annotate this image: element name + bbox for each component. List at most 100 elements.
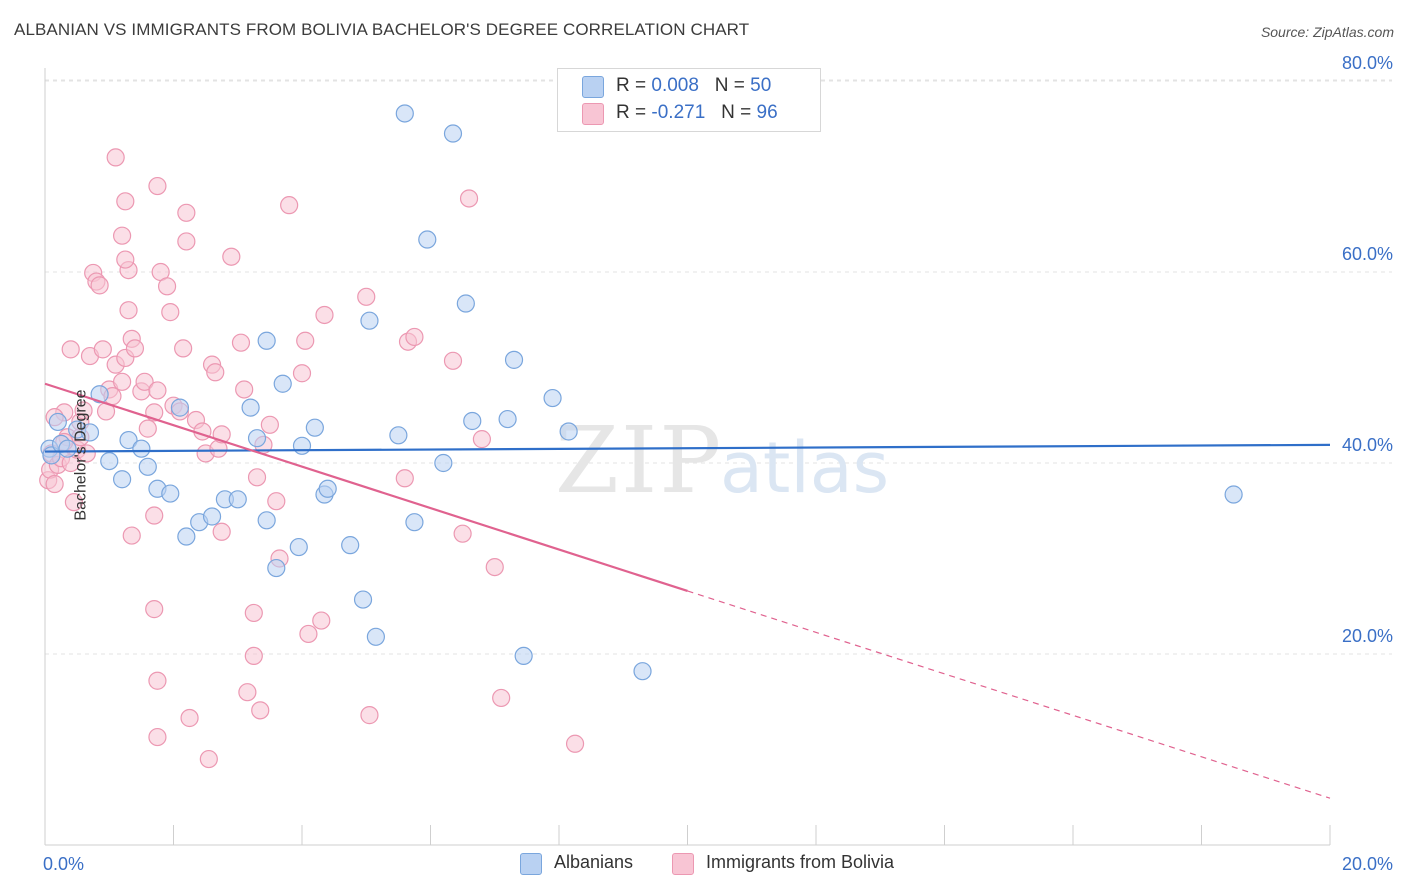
albanian-point xyxy=(360,311,379,330)
source-credit: Source: ZipAtlas.com xyxy=(1260,24,1394,40)
bolivia-point xyxy=(116,192,135,211)
bolivia-point xyxy=(74,401,93,420)
bolivia-point xyxy=(148,176,167,196)
bolivia-point xyxy=(472,430,491,449)
albanian-point xyxy=(405,513,424,532)
bolivia-point xyxy=(260,415,279,434)
bolivia-point xyxy=(148,381,167,400)
watermark-atlas: atlas xyxy=(720,427,889,509)
albanian-point xyxy=(170,398,190,417)
albanian-point xyxy=(292,436,312,455)
bolivia-point xyxy=(180,708,199,728)
watermark: ZIP atlas xyxy=(555,407,889,514)
bolivia-point xyxy=(296,331,315,350)
albanian-point xyxy=(58,439,77,458)
albanian-point xyxy=(48,412,67,432)
trend-layer xyxy=(44,382,1331,799)
albanian-point xyxy=(418,230,437,249)
albanian-point xyxy=(202,507,222,526)
bolivia-point xyxy=(45,474,64,494)
tick-label-layer: 20.0% 40.0% 60.0% 80.0% 0.0% 20.0% xyxy=(43,53,1393,874)
albanian-point xyxy=(498,409,517,429)
bolivia-point xyxy=(222,247,241,266)
albanian-point xyxy=(228,490,247,509)
albanian-point xyxy=(100,451,119,471)
bolivia-point xyxy=(453,524,472,543)
bolivia-point xyxy=(357,287,376,306)
bolivia-point xyxy=(125,339,145,358)
points-layer xyxy=(39,104,1243,769)
bolivia-point xyxy=(112,372,132,391)
bolivia-point xyxy=(145,600,164,619)
bolivia-point xyxy=(148,727,167,747)
albanian-point xyxy=(177,527,196,546)
grid-layer xyxy=(45,79,1392,655)
bolivia-point xyxy=(148,671,167,690)
albanian-point xyxy=(161,484,180,503)
bolivia-point xyxy=(64,493,84,512)
bolivia-point xyxy=(492,688,511,708)
albanian-point xyxy=(90,385,109,404)
bolivia-point xyxy=(251,701,270,720)
legend-r-value: 0.008 xyxy=(651,75,699,96)
albanian-point xyxy=(463,411,482,431)
bolivia-point xyxy=(312,611,331,630)
albanian-point xyxy=(257,331,276,350)
y-tick-label: 40.0% xyxy=(1342,435,1393,455)
bolivia-point xyxy=(212,522,231,541)
bolivia-point xyxy=(93,340,112,359)
albanian-point xyxy=(119,430,138,450)
bolivia-point xyxy=(292,364,312,383)
albanian-point xyxy=(257,511,276,530)
bolivia-point xyxy=(77,444,96,463)
legend-n-value: 50 xyxy=(750,75,772,96)
albanian-point xyxy=(305,418,324,437)
albanian-point xyxy=(504,350,524,369)
y-axis-label-wrap: Bachelor's Degree xyxy=(73,389,91,520)
legend-swatch-bolivia xyxy=(582,103,604,125)
legend-n-value: 96 xyxy=(756,102,778,123)
bolivia-point xyxy=(145,506,164,525)
y-tick-label: 80.0% xyxy=(1342,53,1393,73)
albanian-point xyxy=(633,662,652,681)
bolivia-point xyxy=(116,250,135,269)
albanian-point xyxy=(366,627,385,646)
bolivia-point xyxy=(138,419,157,438)
bolivia-point xyxy=(90,276,109,295)
y-tick-label: 20.0% xyxy=(1342,626,1393,646)
legend-r-label: R = xyxy=(616,75,647,96)
legend-r-value: -0.271 xyxy=(651,102,706,123)
albanian-point xyxy=(267,558,286,578)
bolivia-point xyxy=(244,603,263,623)
bolivia-point xyxy=(135,372,154,391)
albanian-point xyxy=(443,124,463,143)
albanian-point xyxy=(138,457,157,476)
albanian-point xyxy=(341,536,360,555)
chart-title: ALBANIAN VS IMMIGRANTS FROM BOLIVIA BACH… xyxy=(14,20,750,39)
legend-n-label: N = xyxy=(714,75,745,96)
legend-r-label: R = xyxy=(616,102,647,123)
legend-n-label: N = xyxy=(721,102,752,123)
bottom-legend-label-albanians: Albanians xyxy=(554,852,634,872)
watermark-zip: ZIP xyxy=(555,407,723,514)
bolivia-point xyxy=(161,303,180,322)
bolivia-point xyxy=(157,277,177,296)
albanian-point xyxy=(456,294,475,313)
albanian-point xyxy=(241,398,260,417)
albanian-point xyxy=(289,537,308,557)
bolivia-point xyxy=(459,189,479,208)
albanian-point xyxy=(318,479,337,498)
albanian-point xyxy=(543,388,562,408)
trend-line-bolivia xyxy=(44,382,688,593)
albanian-point xyxy=(353,590,373,609)
bolivia-point xyxy=(177,232,196,251)
y-axis-label: Bachelor's Degree xyxy=(72,389,90,521)
bolivia-point xyxy=(443,351,463,370)
bolivia-point xyxy=(174,339,193,358)
bolivia-point xyxy=(112,226,132,245)
bolivia-point xyxy=(299,624,318,644)
x-tick-label-right: 20.0% xyxy=(1342,854,1393,874)
bolivia-point xyxy=(177,203,196,222)
albanian-point xyxy=(559,422,578,441)
